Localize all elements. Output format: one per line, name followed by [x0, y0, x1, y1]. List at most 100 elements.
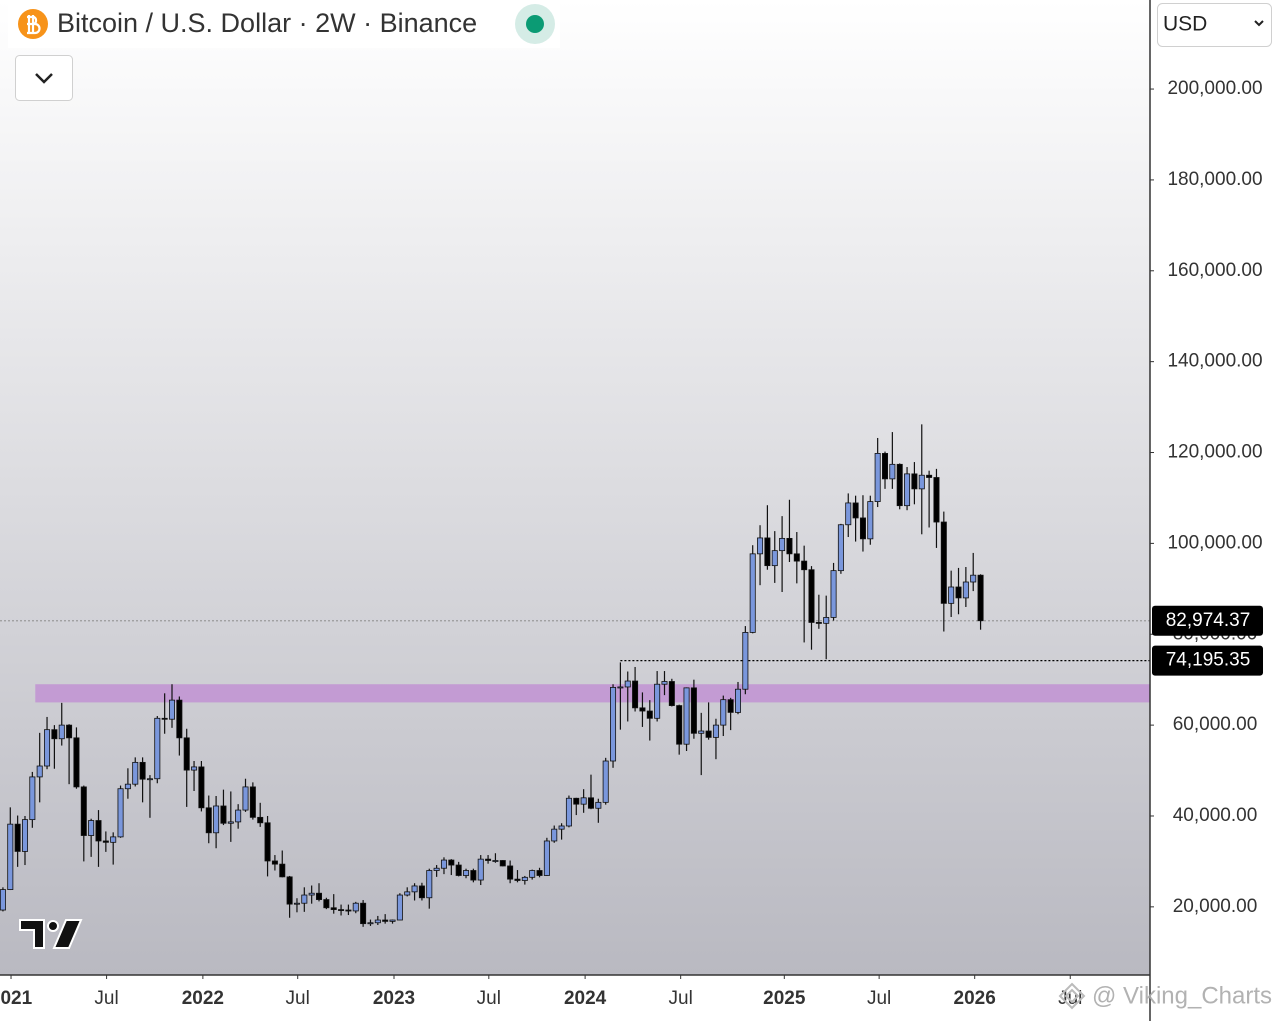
candle-down [764, 537, 771, 567]
candle-down [882, 453, 889, 480]
candle-down [859, 517, 866, 540]
candle-down [587, 797, 594, 809]
candle-up [970, 574, 977, 583]
candle-down [176, 699, 183, 739]
x-tick-label: 2024 [564, 988, 607, 1009]
candle-down [360, 902, 367, 925]
candle-up [154, 717, 161, 780]
candle-down [926, 474, 933, 478]
candle-down [801, 560, 808, 571]
candle-down [455, 864, 462, 876]
candle-down [676, 705, 683, 745]
candle-down [896, 463, 903, 507]
candle-down [632, 680, 639, 709]
candle-up [617, 686, 624, 689]
y-tick-label: 180,000.00 [1167, 169, 1262, 190]
candle-up [779, 537, 786, 552]
candle-down [323, 899, 330, 909]
candle-up [948, 586, 955, 604]
candle-up [889, 463, 896, 480]
candle-up [29, 776, 36, 821]
candle-down [279, 863, 286, 878]
candle-up [742, 632, 749, 690]
candle-up [712, 724, 719, 738]
x-tick-label: Jul [477, 988, 501, 1009]
candle-up [757, 537, 764, 555]
candle-up [698, 730, 705, 734]
candle-down [139, 761, 146, 780]
candle-down [316, 892, 323, 900]
candle-up [293, 902, 300, 905]
candle-up [610, 687, 617, 762]
candle-up [771, 550, 778, 567]
candle-up [867, 501, 874, 540]
candle-up [837, 524, 844, 572]
candle-down [286, 876, 293, 905]
x-tick-label: 2026 [954, 988, 996, 1009]
candle-up [426, 870, 433, 899]
x-tick-label: 2021 [0, 988, 33, 1009]
candle-up [301, 894, 308, 904]
candle-down [727, 699, 734, 713]
y-tick-label: 200,000.00 [1167, 78, 1262, 99]
candle-up [529, 870, 536, 878]
candle-down [418, 885, 425, 899]
chevron [1254, 20, 1264, 27]
plot [0, 424, 1150, 927]
chart-title: Bitcoin / U.S. Dollar · 2W · Binance [57, 8, 477, 38]
candle-up [44, 729, 51, 767]
chevron [35, 73, 53, 84]
candle-up [396, 894, 403, 921]
bitcoin-glyph [27, 15, 41, 35]
candle-up [477, 858, 484, 881]
candle-up [58, 724, 65, 740]
candle-down [330, 907, 337, 910]
candle-up [169, 699, 176, 720]
currency-selector[interactable] [1157, 3, 1272, 47]
candle-down [271, 860, 278, 865]
candle-up [962, 581, 969, 599]
candle-down [264, 822, 271, 862]
candle-down [955, 586, 962, 599]
watermark: @ Viking_Charts [1092, 982, 1272, 1009]
candle-up [565, 797, 572, 827]
candle-up [117, 788, 124, 838]
x-tick-label: 2023 [373, 988, 415, 1009]
candle-up [874, 453, 881, 502]
candle-up [191, 766, 198, 771]
y-tick-label: 160,000.00 [1167, 260, 1262, 281]
candle-up [433, 867, 440, 871]
candle-up [463, 870, 470, 876]
candle-up [0, 889, 6, 911]
candle-down [940, 521, 947, 604]
time-axis-background [0, 975, 1150, 1021]
axes: 20,000.0040,000.0060,000.0080,000.00100,… [0, 78, 1263, 1009]
candle-up [132, 761, 139, 785]
candle-down [514, 878, 521, 881]
candle-up [404, 891, 411, 896]
candle-up [918, 474, 925, 490]
candle-down [499, 860, 506, 867]
candle-down [852, 502, 859, 519]
candle-down [808, 569, 815, 623]
candle-down [73, 737, 80, 788]
plot-background [0, 0, 1150, 975]
candle-down [815, 622, 822, 624]
candle-up [227, 821, 234, 824]
candle-up [21, 819, 28, 852]
candle-down [338, 909, 345, 911]
candle-up [352, 902, 359, 912]
candle-down [911, 473, 918, 490]
candle-down [14, 823, 21, 852]
candle-up [521, 876, 528, 881]
candle-up [88, 820, 95, 836]
collapse-button[interactable] [15, 55, 73, 101]
x-tick-label: 2025 [763, 988, 806, 1009]
candle-down [95, 820, 102, 842]
candle-up [242, 786, 249, 811]
candle-up [440, 859, 447, 869]
candle-down [507, 865, 514, 880]
candle-down [668, 681, 675, 706]
